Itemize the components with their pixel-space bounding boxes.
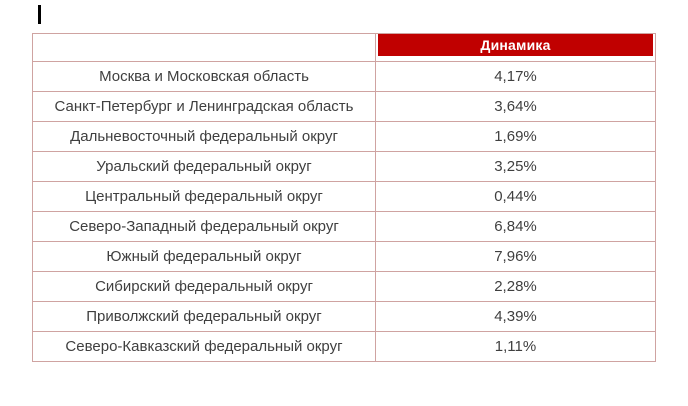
- value-cell[interactable]: 7,96%: [375, 241, 656, 272]
- table-row: Северо-Западный федеральный округ 6,84%: [32, 211, 656, 242]
- header-cell-region[interactable]: [32, 33, 376, 62]
- dynamics-header-band: Динамика: [378, 34, 653, 56]
- table-row: Приволжский федеральный округ 4,39%: [32, 301, 656, 332]
- header-cell-dynamics[interactable]: Динамика: [375, 33, 656, 62]
- table-row: Центральный федеральный округ 0,44%: [32, 181, 656, 212]
- value-cell[interactable]: 4,39%: [375, 301, 656, 332]
- table-row: Южный федеральный округ 7,96%: [32, 241, 656, 272]
- value-cell[interactable]: 0,44%: [375, 181, 656, 212]
- table-row: Дальневосточный федеральный округ 1,69%: [32, 121, 656, 152]
- table-row: Северо-Кавказский федеральный округ 1,11…: [32, 331, 656, 362]
- value-cell[interactable]: 4,17%: [375, 61, 656, 92]
- region-cell[interactable]: Центральный федеральный округ: [32, 181, 376, 212]
- region-cell[interactable]: Приволжский федеральный округ: [32, 301, 376, 332]
- region-cell[interactable]: Уральский федеральный округ: [32, 151, 376, 182]
- table-row: Санкт-Петербург и Ленинградская область …: [32, 91, 656, 122]
- table-header-row: Динамика: [32, 33, 656, 62]
- region-cell[interactable]: Северо-Кавказский федеральный округ: [32, 331, 376, 362]
- region-cell[interactable]: Санкт-Петербург и Ленинградская область: [32, 91, 376, 122]
- region-cell[interactable]: Москва и Московская область: [32, 61, 376, 92]
- value-cell[interactable]: 2,28%: [375, 271, 656, 302]
- table-row: Уральский федеральный округ 3,25%: [32, 151, 656, 182]
- region-cell[interactable]: Северо-Западный федеральный округ: [32, 211, 376, 242]
- dynamics-header-label: Динамика: [480, 37, 551, 53]
- region-cell[interactable]: Южный федеральный округ: [32, 241, 376, 272]
- region-cell[interactable]: Сибирский федеральный округ: [32, 271, 376, 302]
- value-cell[interactable]: 1,69%: [375, 121, 656, 152]
- value-cell[interactable]: 6,84%: [375, 211, 656, 242]
- value-cell[interactable]: 3,25%: [375, 151, 656, 182]
- text-cursor-caret: [38, 5, 41, 24]
- table-row: Москва и Московская область 4,17%: [32, 61, 656, 92]
- table-row: Сибирский федеральный округ 2,28%: [32, 271, 656, 302]
- region-cell[interactable]: Дальневосточный федеральный округ: [32, 121, 376, 152]
- value-cell[interactable]: 3,64%: [375, 91, 656, 122]
- value-cell[interactable]: 1,11%: [375, 331, 656, 362]
- dynamics-table: Динамика Москва и Московская область 4,1…: [32, 33, 656, 362]
